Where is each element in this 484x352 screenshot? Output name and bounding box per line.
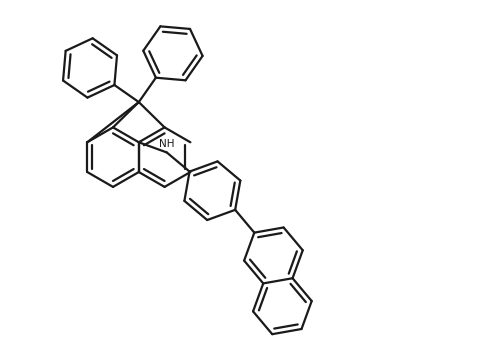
Text: NH: NH bbox=[159, 139, 175, 150]
